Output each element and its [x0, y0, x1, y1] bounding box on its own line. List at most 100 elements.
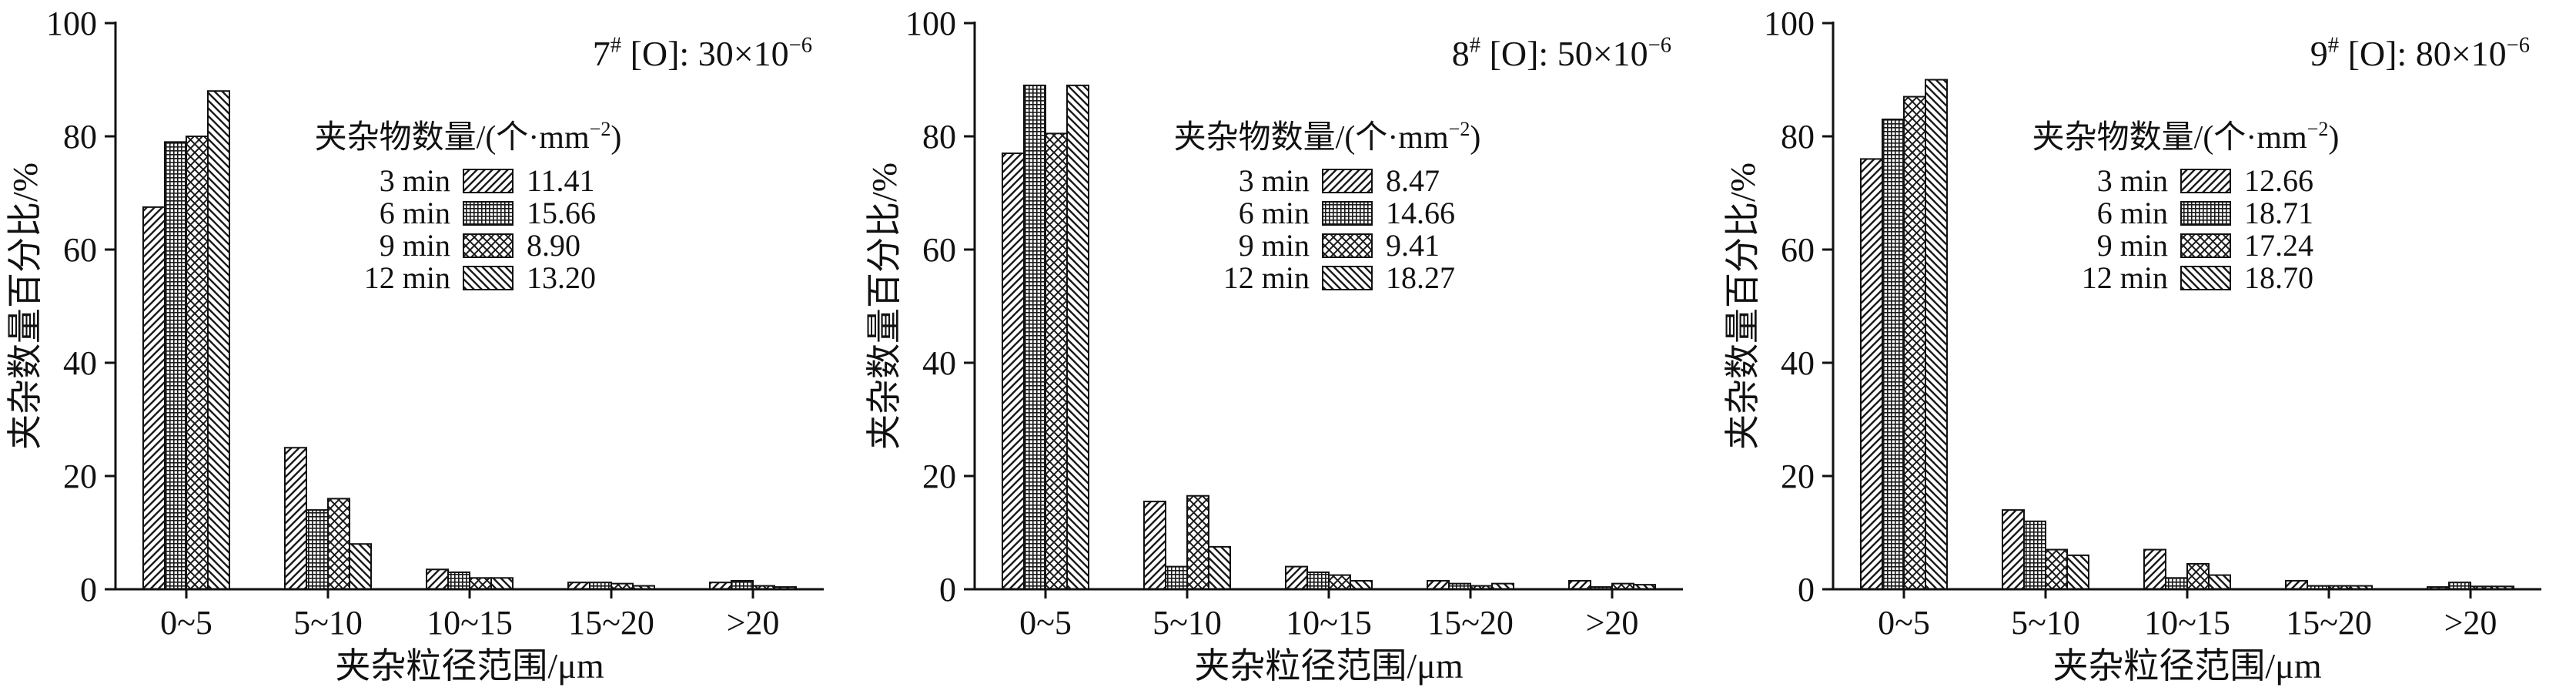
bar-6min-10~15: [2165, 577, 2188, 590]
legend-label-3min: 3 min: [380, 163, 450, 198]
bar-3min-0~5: [1860, 158, 1883, 590]
bar-6min->20: [1589, 586, 1613, 590]
bar-3min-15~20: [567, 582, 590, 590]
y-tick-label: 20: [63, 458, 97, 495]
y-tick-label: 100: [1764, 5, 1815, 42]
x-tick-label: 15~20: [2286, 604, 2372, 642]
legend-value-12min: 18.70: [2244, 260, 2313, 295]
chart-panel-1: 0 20 40 60 80 100 0~5 5~10 10~15 15~20 >20 夹杂粒径范围/μ…: [5, 5, 824, 686]
bar-6min->20: [2448, 582, 2471, 590]
bar-6min-10~15: [1306, 571, 1330, 591]
bar-12min-0~5: [1925, 79, 1948, 590]
legend-title: 夹杂物数量/(个·mm−2): [2032, 118, 2340, 156]
y-tick-label: 60: [922, 231, 956, 269]
x-tick-label: 5~10: [293, 604, 363, 642]
legend-swatch-3min: [1321, 169, 1373, 193]
x-tick-label: 10~15: [2144, 604, 2230, 642]
legend-label-9min: 9 min: [2097, 228, 2168, 263]
bar-6min-5~10: [306, 509, 329, 590]
legend-value-9min: 8.90: [527, 228, 580, 263]
legend-title: 夹杂物数量/(个·mm−2): [1173, 118, 1480, 156]
chart-panel-3: 0 20 40 60 80 100 0~5 5~10 10~15 15~20 >20 夹杂粒径范围/μ…: [1723, 5, 2541, 686]
y-tick-label: 60: [63, 231, 97, 269]
chart-title: 9# [O]: 80×10−6: [2310, 34, 2530, 73]
chart-title: 8# [O]: 50×10−6: [1451, 34, 1671, 73]
y-tick-label: 100: [46, 5, 97, 42]
bar-6min-10~15: [447, 571, 470, 591]
legend-swatch-3min: [463, 169, 514, 193]
bar-12min-0~5: [207, 90, 230, 590]
legend-value-3min: 12.66: [2244, 163, 2313, 198]
legend-label-12min: 12 min: [1223, 260, 1309, 295]
y-tick-label: 80: [1781, 118, 1815, 156]
y-tick-label: 100: [905, 5, 956, 42]
x-tick-label: 15~20: [568, 604, 654, 642]
y-axis-label: 夹杂数量百分比/%: [1723, 163, 1762, 450]
legend-title: 夹杂物数量/(个·mm−2): [315, 118, 622, 156]
x-tick-label: 15~20: [1427, 604, 1514, 642]
bar-12min-10~15: [2208, 574, 2231, 590]
y-tick-label: 0: [80, 571, 97, 609]
y-tick-label: 40: [1781, 344, 1815, 382]
bar-12min-15~20: [1490, 582, 1514, 591]
y-tick-label: 80: [63, 118, 97, 156]
bar-9min-5~10: [327, 498, 350, 591]
x-tick-label: 10~15: [427, 604, 513, 642]
bar-9min-10~15: [469, 577, 492, 590]
bar-9min-5~10: [2045, 548, 2068, 590]
bar-12min->20: [774, 586, 797, 590]
bar-6min-15~20: [1447, 582, 1471, 591]
y-tick-label: 20: [1781, 458, 1815, 495]
legend-swatch-3min: [2180, 169, 2231, 193]
bar-3min-10~15: [2143, 548, 2166, 590]
x-tick-label: 0~5: [1878, 604, 1930, 642]
y-axis-label: 夹杂数量百分比/%: [865, 163, 904, 450]
bar-3min-5~10: [1142, 501, 1166, 591]
legend-swatch-9min: [1321, 233, 1373, 258]
bar-9min-10~15: [1327, 574, 1351, 590]
chart-title: 7# [O]: 30×10−6: [593, 34, 812, 73]
bar-3min->20: [2427, 586, 2450, 590]
legend-label-3min: 3 min: [1238, 163, 1309, 198]
y-tick-label: 20: [922, 458, 956, 495]
legend-swatch-6min: [463, 201, 514, 226]
bar-6min-0~5: [1022, 84, 1046, 591]
bar-3min-10~15: [1284, 565, 1308, 590]
legend-value-6min: 14.66: [1386, 196, 1455, 230]
legend-swatch-9min: [2180, 233, 2231, 258]
legend-swatch-6min: [2180, 201, 2231, 226]
legend-label-9min: 9 min: [1238, 228, 1309, 263]
bar-12min->20: [2491, 585, 2514, 591]
bar-9min-15~20: [1469, 585, 1493, 591]
legend-value-12min: 13.20: [527, 260, 596, 295]
bar-6min-0~5: [1882, 118, 1905, 590]
bar-6min->20: [731, 579, 754, 590]
legend-swatch-9min: [463, 233, 514, 258]
y-tick-label: 40: [922, 344, 956, 382]
y-tick-label: 60: [1781, 231, 1815, 269]
legend-value-3min: 8.47: [1386, 163, 1440, 198]
bar-9min-0~5: [1903, 96, 1926, 591]
bar-9min-10~15: [2186, 562, 2210, 590]
bar-12min-15~20: [2350, 585, 2373, 591]
chart-panel-2: 0 20 40 60 80 100 0~5 5~10 10~15 15~20 >20 夹杂粒径范围/μ…: [865, 5, 1683, 686]
y-tick-label: 80: [922, 118, 956, 156]
legend-swatch-12min: [463, 266, 514, 290]
bar-9min-0~5: [1044, 132, 1068, 590]
bar-9min->20: [752, 585, 775, 591]
legend-value-6min: 15.66: [527, 196, 596, 230]
y-tick-label: 40: [63, 344, 97, 382]
x-tick-label: 10~15: [1286, 604, 1372, 642]
bar-9min->20: [1611, 582, 1634, 591]
x-tick-label: 0~5: [1019, 604, 1072, 642]
bar-12min-5~10: [1207, 545, 1231, 590]
bar-3min->20: [1567, 579, 1591, 590]
bar-12min-5~10: [2066, 554, 2089, 591]
bar-12min-15~20: [632, 585, 655, 591]
legend-label-6min: 6 min: [2097, 196, 2168, 230]
bar-3min-5~10: [2002, 509, 2025, 590]
bar-6min-15~20: [589, 582, 612, 590]
y-tick-label: 0: [939, 571, 956, 609]
bar-3min-0~5: [142, 206, 166, 590]
